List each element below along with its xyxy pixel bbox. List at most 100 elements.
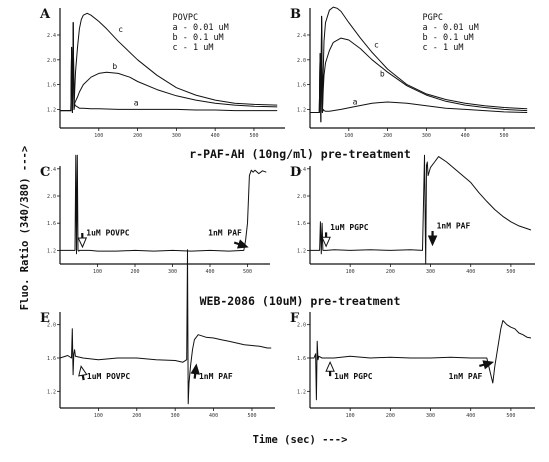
- series-B-c: [310, 6, 528, 123]
- x-tick-label-C-2: 300: [168, 269, 177, 275]
- y-tick-label-D-3: 2.4: [297, 167, 306, 173]
- y-tick-label-F-0: 1.2: [297, 389, 306, 395]
- panel-letter-E: E: [40, 311, 50, 326]
- legend-line-A-3: c - 1 uM: [173, 43, 214, 53]
- y-tick-label-A-1: 1.6: [47, 83, 56, 89]
- series-E-trace: [59, 249, 272, 405]
- y-tick-label-C-3: 2.4: [47, 167, 56, 173]
- y-tick-label-D-1: 1.6: [297, 221, 306, 227]
- x-tick-label-E-1: 200: [132, 413, 141, 419]
- x-tick-label-A-2: 300: [172, 133, 181, 139]
- panel-letter-A: A: [39, 7, 51, 22]
- panel-letter-D: D: [290, 165, 301, 180]
- x-tick-label-B-3: 400: [461, 133, 470, 139]
- section-title-paf-ah: r-PAF-AH (10ng/ml) pre-treatment: [189, 147, 411, 161]
- annotation-F-pgpc: 1uM PGPC: [334, 372, 373, 381]
- y-tick-label-E-2: 2.0: [47, 323, 56, 329]
- arrow-shaft-E-paf: [193, 373, 197, 379]
- series-tag-B-a: a: [353, 97, 358, 106]
- arrow-head-F-paf: [482, 360, 494, 370]
- series-C-trace: [60, 154, 267, 255]
- x-tick-label-B-2: 300: [422, 133, 431, 139]
- annotation-E-paf: 1nM PAF: [199, 372, 233, 381]
- x-tick-label-B-4: 500: [499, 133, 508, 139]
- y-tick-label-D-2: 2.0: [297, 194, 306, 200]
- x-tick-label-F-4: 500: [506, 413, 515, 419]
- y-tick-label-B-0: 1.2: [297, 107, 306, 113]
- x-tick-label-B-1: 200: [383, 133, 392, 139]
- legend-line-A-2: b - 0.1 uM: [173, 33, 224, 43]
- x-tick-label-D-1: 200: [386, 269, 395, 275]
- legend-line-A-0: POVPC: [173, 13, 199, 23]
- legend-line-A-1: a - 0.01 uM: [173, 23, 229, 33]
- arrow-shaft-E-povpc: [81, 374, 85, 381]
- y-axis-title: Fluo. Ratio (340/380) --->: [19, 146, 31, 310]
- arrow-head-C-paf: [236, 239, 249, 249]
- y-tick-label-B-1: 1.6: [297, 83, 306, 89]
- y-tick-label-C-1: 1.6: [47, 221, 56, 227]
- x-tick-label-A-0: 100: [94, 133, 103, 139]
- x-tick-label-C-0: 100: [93, 269, 102, 275]
- y-tick-label-A-3: 2.4: [47, 33, 56, 39]
- annotation-F-paf: 1nM PAF: [449, 372, 483, 381]
- legend-line-B-3: c - 1 uM: [423, 43, 464, 53]
- y-tick-label-C-0: 1.2: [47, 248, 56, 254]
- series-tag-B-b: b: [380, 70, 385, 79]
- y-tick-label-A-2: 2.0: [47, 58, 56, 64]
- x-tick-label-F-3: 400: [466, 413, 475, 419]
- y-tick-label-D-0: 1.2: [297, 248, 306, 254]
- panel-letter-C: C: [40, 165, 50, 180]
- annotation-D-pgpc: 1uM PGPC: [330, 223, 369, 232]
- arrow-head-E-povpc: [78, 365, 88, 377]
- x-tick-label-E-0: 100: [94, 413, 103, 419]
- arrow-head-D-paf: [427, 235, 438, 247]
- x-tick-label-E-4: 500: [247, 413, 256, 419]
- x-tick-label-A-1: 200: [133, 133, 142, 139]
- series-tag-A-a: a: [134, 99, 139, 108]
- series-tag-A-c: c: [118, 25, 123, 34]
- x-axis-title: Time (sec) --->: [253, 434, 348, 446]
- annotation-D-paf: 1nM PAF: [437, 222, 471, 231]
- x-tick-label-D-3: 400: [466, 269, 475, 275]
- y-tick-label-E-0: 1.2: [47, 389, 56, 395]
- annotation-E-povpc: 1uM POVPC: [87, 372, 131, 381]
- x-tick-label-A-3: 400: [211, 133, 220, 139]
- panel-letter-F: F: [290, 311, 300, 326]
- x-tick-label-D-4: 500: [506, 269, 515, 275]
- arrow-head-E-paf: [190, 363, 200, 375]
- x-tick-label-C-4: 500: [243, 269, 252, 275]
- series-A-c: [60, 12, 278, 113]
- panel-C: 1.2 1.6 2.0 2.4 100 200 300 400 500 C 1uM POVPC 1nM…: [40, 154, 270, 275]
- x-tick-label-F-0: 100: [346, 413, 355, 419]
- y-tick-label-A-0: 1.2: [47, 107, 56, 113]
- y-tick-label-E-1: 1.6: [47, 356, 56, 362]
- x-tick-label-A-4: 500: [249, 133, 258, 139]
- legend-line-B-0: PGPC: [423, 13, 443, 23]
- x-tick-label-E-3: 400: [209, 413, 218, 419]
- x-tick-label-C-3: 400: [205, 269, 214, 275]
- arrow-head-D-pgpc: [321, 236, 331, 248]
- panel-letter-B: B: [290, 7, 301, 22]
- arrow-shaft-F-paf: [479, 363, 485, 368]
- x-tick-label-F-2: 300: [426, 413, 435, 419]
- arrow-shaft-C-paf: [233, 241, 240, 246]
- series-tag-A-b: b: [112, 62, 117, 71]
- series-F-trace: [310, 320, 532, 401]
- series-D-trace: [310, 154, 532, 265]
- y-tick-label-C-2: 2.0: [47, 194, 56, 200]
- annotation-C-paf: 1nM PAF: [208, 228, 242, 237]
- panel-F: 1.2 1.6 2.0 100 200 300 400 500 F 1uM PGPC 1nM PAF: [290, 311, 535, 419]
- x-tick-label-F-1: 200: [386, 413, 395, 419]
- series-tag-B-c: c: [374, 40, 379, 49]
- panel-D: 1.2 1.6 2.0 2.4 100 200 300 400 500 D 1uM PGPC 1nM …: [290, 154, 535, 275]
- legend-line-B-2: b - 0.1 uM: [423, 33, 474, 43]
- annotation-C-povpc: 1uM POVPC: [86, 228, 130, 237]
- x-tick-label-E-2: 300: [171, 413, 180, 419]
- y-tick-label-B-3: 2.4: [297, 33, 306, 39]
- panel-E: 1.2 1.6 2.0 100 200 300 400 500 E 1uM POVPC 1nM PA…: [40, 249, 275, 419]
- arrow-head-C-povpc: [77, 237, 88, 249]
